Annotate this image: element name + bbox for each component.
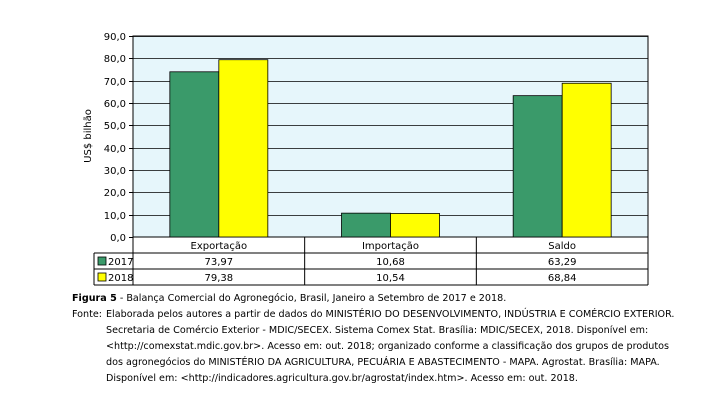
bar-chart: 0,0 10,0 20,0 30,0 40,0 50,0 60,0 70,0 80,0 90,0 U… [83, 32, 649, 286]
y-tick-label: 90,0 [104, 32, 126, 43]
source-line: Disponível em: <http://indicadores.agric… [106, 373, 578, 384]
legend-swatch-2018 [97, 272, 107, 282]
source-line: Secretaria de Comércio Exterior - MDIC/S… [106, 325, 649, 336]
data-value-label: 10,54 [376, 273, 405, 284]
legend-swatch-2017 [97, 256, 107, 266]
source-line: dos agronegócios do MINISTÉRIO DA AGRICU… [106, 357, 660, 368]
y-tick-label: 10,0 [104, 211, 126, 222]
data-value-label: 10,68 [376, 257, 405, 268]
bar-2018-0 [218, 59, 269, 238]
y-tick-label: 70,0 [104, 77, 126, 88]
source-block: Fonte: Elaborada pelos autores a partir … [72, 307, 692, 387]
y-tick-label: 40,0 [104, 144, 126, 155]
x-category-label: Exportação [191, 241, 248, 252]
bar-2017-2 [512, 95, 563, 238]
y-tick-label: 30,0 [104, 166, 126, 177]
bar-2017-1 [341, 212, 391, 238]
bar-2017-0 [169, 71, 220, 238]
x-category-label: Importação [362, 241, 419, 252]
source-text: Elaborada pelos autores a partir de dado… [106, 307, 692, 387]
legend-label: 2017 [108, 257, 133, 268]
source-label: Fonte: [72, 309, 103, 320]
figure-label: Figura 5 [72, 293, 117, 304]
source-line: Elaborada pelos autores a partir de dado… [106, 309, 675, 320]
data-value-label: 73,97 [205, 257, 234, 268]
legend-label: 2018 [108, 273, 133, 284]
bar-2018-2 [561, 82, 612, 238]
y-axis-label: US$ bilhão [83, 109, 94, 163]
y-tick-label: 0,0 [110, 233, 126, 244]
data-value-label: 79,38 [205, 273, 234, 284]
source-line: <http://comexstat.mdic.gov.br>. Acesso e… [106, 341, 670, 352]
figure-title: Figura 5 - Balança Comercial do Agronegó… [72, 291, 692, 307]
bar-2018-1 [390, 213, 440, 238]
y-tick-label: 20,0 [104, 188, 126, 199]
data-value-label: 63,29 [548, 257, 577, 268]
x-category-label: Saldo [548, 241, 576, 252]
data-value-label: 68,84 [548, 273, 577, 284]
figure-text: - Balança Comercial do Agronegócio, Bras… [116, 293, 507, 304]
y-tick-label: 80,0 [104, 54, 126, 65]
y-tick-label: 50,0 [104, 121, 126, 132]
y-tick-label: 60,0 [104, 99, 126, 110]
figure-caption: Figura 5 - Balança Comercial do Agronegó… [72, 291, 692, 387]
